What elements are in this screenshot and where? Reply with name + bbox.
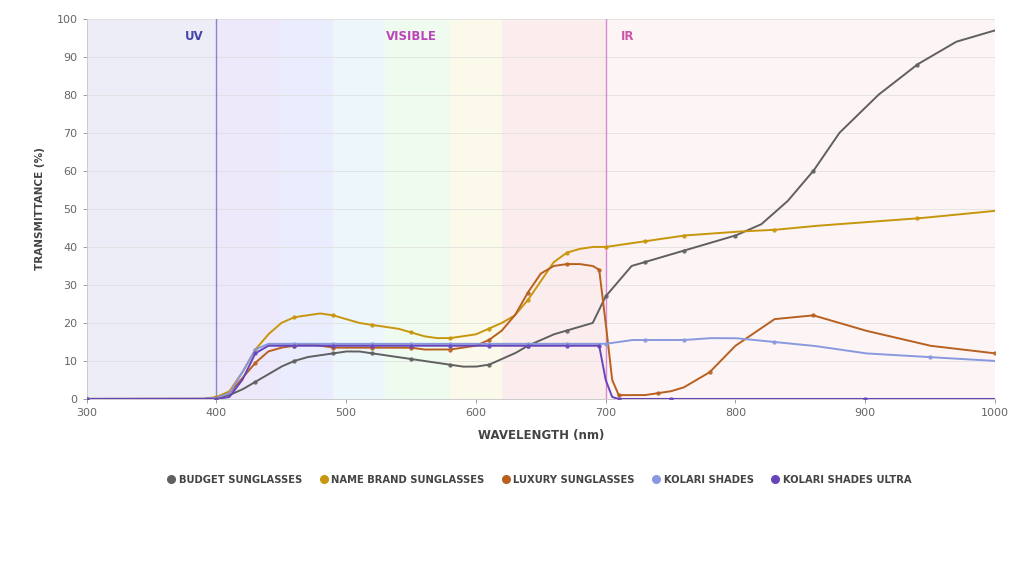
- Legend: BUDGET SUNGLASSES, NAME BRAND SUNGLASSES, LUXURY SUNGLASSES, KOLARI SHADES, KOLA: BUDGET SUNGLASSES, NAME BRAND SUNGLASSES…: [166, 471, 915, 489]
- Y-axis label: TRANSMITTANCE (%): TRANSMITTANCE (%): [36, 147, 45, 271]
- Text: VISIBLE: VISIBLE: [386, 31, 436, 43]
- Bar: [605, 19, 995, 399]
- Bar: [282, 19, 333, 399]
- X-axis label: WAVELENGTH (nm): WAVELENGTH (nm): [477, 429, 604, 442]
- Bar: [333, 19, 385, 399]
- Text: UV: UV: [184, 31, 204, 43]
- Bar: [450, 19, 502, 399]
- Bar: [216, 19, 282, 399]
- Text: IR: IR: [622, 31, 635, 43]
- Bar: [87, 19, 216, 399]
- Bar: [385, 19, 450, 399]
- Bar: [502, 19, 605, 399]
